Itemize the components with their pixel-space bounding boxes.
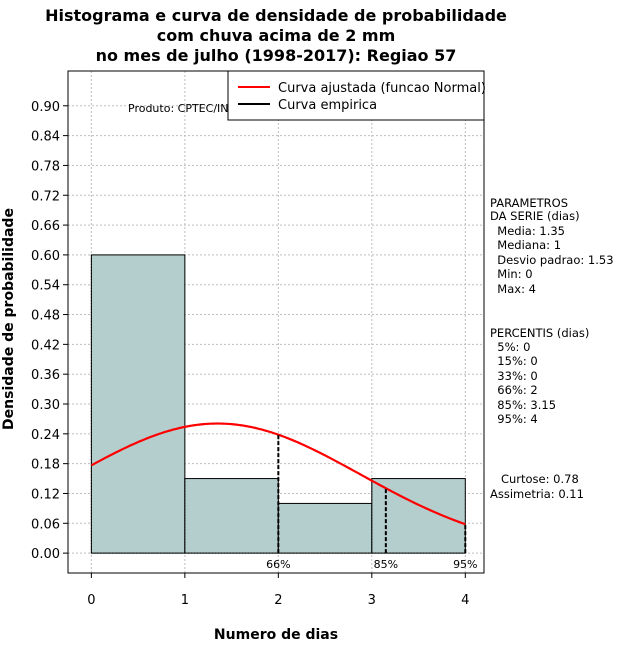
percentile-label: 66%	[266, 558, 290, 571]
y-tick-label: 0.24	[31, 428, 60, 443]
params-line: Mediana: 1	[490, 238, 561, 252]
histogram-bar	[371, 478, 466, 554]
y-tick-label: 0.78	[31, 159, 60, 174]
y-tick-label: 0.48	[31, 309, 60, 324]
params-line: Media: 1.35	[490, 224, 565, 238]
y-tick-label: 0.12	[31, 487, 60, 502]
y-tick-label: 0.66	[31, 219, 60, 234]
legend: Curva ajustada (funcao Normal) Curva emp…	[227, 70, 486, 121]
chart-title-line-3: no mes de julho (1998-2017): Regiao 57	[96, 46, 457, 65]
y-tick-label: 0.36	[31, 368, 60, 383]
params-line: Desvio padrao: 1.53	[490, 253, 614, 267]
histogram-bar	[184, 478, 279, 554]
percentis-line: PERCENTIS (dias)	[490, 326, 589, 340]
plot-area: 66% 85% 95% 0.00 0.06 0.12 0.18 0.24 0.30 0.36 0.4…	[31, 70, 485, 608]
legend-label-empirical: Curva empirica	[278, 98, 377, 113]
percentile-label: 95%	[453, 558, 477, 571]
y-axis-label: Densidade de probabilidade	[1, 208, 17, 430]
chart-title-line-1: Histograma e curva de densidade de proba…	[45, 6, 507, 25]
y-tick-label: 0.90	[31, 100, 60, 115]
y-tick-label: 0.30	[31, 398, 60, 413]
percentis-line: 66%: 2	[490, 383, 538, 397]
x-tick-label: 0	[87, 593, 95, 608]
y-tick-label: 0.84	[31, 130, 60, 145]
y-tick-label: 0.54	[31, 279, 60, 294]
percentis-line: 15%: 0	[490, 354, 538, 368]
histogram-bar	[90, 254, 186, 554]
normal-curve	[90, 422, 466, 526]
y-tick-label: 0.06	[31, 517, 60, 532]
params-line: Min: 0	[490, 267, 533, 281]
credit-label: Produto: CPTEC/INPE	[128, 102, 242, 115]
legend-box	[227, 70, 485, 121]
legend-label-normal: Curva ajustada (funcao Normal)	[278, 81, 486, 96]
params-line: PARAMETROS	[490, 196, 568, 210]
percentis-line: 33%: 0	[490, 369, 538, 383]
side-panel-params: PARAMETROS DA SERIE (dias) Media: 1.35 M…	[490, 196, 614, 296]
x-axis-label: Numero de dias	[214, 627, 338, 643]
histogram-bar	[277, 502, 373, 554]
shape-line: Assimetria: 0.11	[490, 487, 584, 501]
y-tick-label: 0.60	[31, 249, 60, 264]
y-tick-label: 0.42	[31, 338, 60, 353]
percentile-label: 85%	[374, 558, 398, 571]
side-panel-shape: Curtose: 0.78 Assimetria: 0.11	[490, 472, 584, 501]
percentis-line: 5%: 0	[490, 340, 530, 354]
percentis-line: 95%: 4	[490, 412, 538, 426]
params-line: DA SERIE (dias)	[490, 209, 580, 223]
y-tick-label: 0.18	[31, 458, 60, 473]
percentis-line: 85%: 3.15	[490, 398, 556, 412]
params-line: Max: 4	[490, 282, 536, 296]
x-tick-label: 3	[368, 593, 376, 608]
y-tick-label: 0.72	[31, 189, 60, 204]
y-tick-label: 0.00	[31, 547, 60, 562]
chart-title-line-2: com chuva acima de 2 mm	[157, 26, 396, 45]
x-tick-label: 1	[181, 593, 189, 608]
x-tick-label: 2	[274, 593, 282, 608]
side-panel-percentis: PERCENTIS (dias) 5%: 0 15%: 0 33%: 0 66%…	[490, 326, 589, 426]
shape-line: Curtose: 0.78	[490, 472, 579, 486]
x-tick-label: 4	[461, 593, 469, 608]
